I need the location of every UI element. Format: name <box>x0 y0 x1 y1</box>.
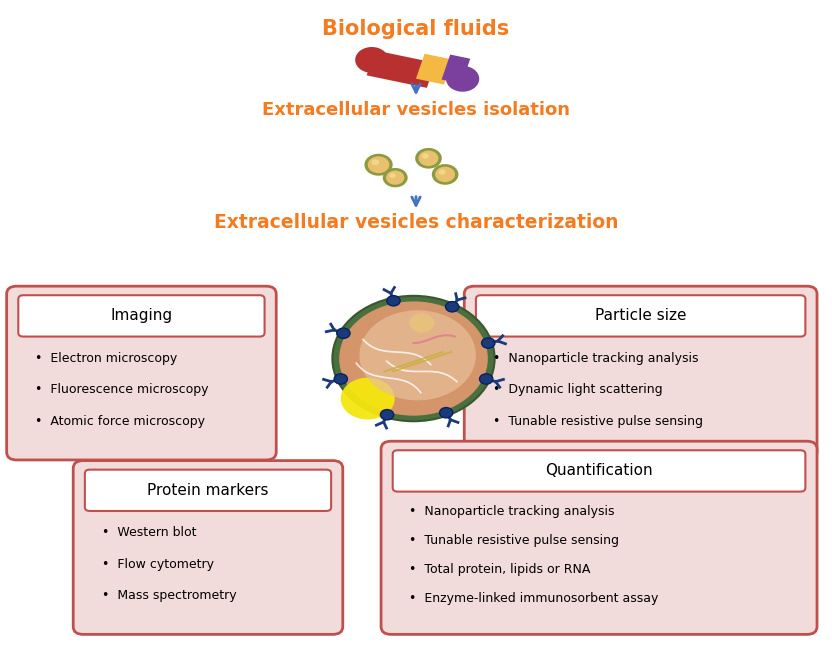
Text: •  Nanoparticle tracking analysis: • Nanoparticle tracking analysis <box>493 351 698 364</box>
Circle shape <box>438 169 446 175</box>
Circle shape <box>334 374 348 384</box>
Text: •  Dynamic light scattering: • Dynamic light scattering <box>493 383 662 396</box>
Circle shape <box>387 296 400 306</box>
Circle shape <box>383 168 408 187</box>
Text: •  Western blot: • Western blot <box>102 526 196 539</box>
Ellipse shape <box>338 300 489 417</box>
Text: •  Enzyme-linked immunosorbent assay: • Enzyme-linked immunosorbent assay <box>409 592 659 605</box>
FancyBboxPatch shape <box>18 295 265 337</box>
Ellipse shape <box>359 310 476 401</box>
Circle shape <box>372 160 379 165</box>
FancyBboxPatch shape <box>476 295 805 337</box>
FancyBboxPatch shape <box>381 441 817 634</box>
Text: Particle size: Particle size <box>595 308 686 324</box>
Circle shape <box>415 148 442 169</box>
FancyBboxPatch shape <box>73 461 343 634</box>
Text: •  Tunable resistive pulse sensing: • Tunable resistive pulse sensing <box>409 534 619 547</box>
Circle shape <box>386 171 404 185</box>
FancyBboxPatch shape <box>464 286 817 460</box>
Circle shape <box>422 153 429 159</box>
Text: Quantification: Quantification <box>545 463 653 479</box>
Text: Imaging: Imaging <box>111 308 172 324</box>
Text: Extracellular vesicles isolation: Extracellular vesicles isolation <box>262 101 570 119</box>
Text: •  Flow cytometry: • Flow cytometry <box>102 557 214 570</box>
Circle shape <box>389 173 396 178</box>
Text: •  Tunable resistive pulse sensing: • Tunable resistive pulse sensing <box>493 415 702 428</box>
Text: •  Total protein, lipids or RNA: • Total protein, lipids or RNA <box>409 563 591 576</box>
Ellipse shape <box>333 296 494 421</box>
Ellipse shape <box>341 378 395 419</box>
Circle shape <box>418 151 438 166</box>
Polygon shape <box>367 50 435 88</box>
Polygon shape <box>416 54 453 85</box>
Text: •  Electron microscopy: • Electron microscopy <box>35 351 177 364</box>
Circle shape <box>435 167 455 182</box>
Ellipse shape <box>409 313 434 333</box>
Polygon shape <box>442 54 470 84</box>
FancyBboxPatch shape <box>7 286 276 460</box>
Text: •  Mass spectrometry: • Mass spectrometry <box>102 589 236 602</box>
Circle shape <box>364 154 393 176</box>
Circle shape <box>368 156 389 173</box>
Circle shape <box>446 66 479 92</box>
Circle shape <box>432 164 458 185</box>
Circle shape <box>446 302 459 312</box>
Circle shape <box>355 47 389 73</box>
Text: •  Nanoparticle tracking analysis: • Nanoparticle tracking analysis <box>409 505 615 518</box>
Text: Biological fluids: Biological fluids <box>322 19 510 39</box>
Text: Protein markers: Protein markers <box>147 483 269 498</box>
Text: •  Atomic force microscopy: • Atomic force microscopy <box>35 415 205 428</box>
Circle shape <box>380 410 394 420</box>
Circle shape <box>479 374 493 384</box>
Text: Extracellular vesicles characterization: Extracellular vesicles characterization <box>214 213 618 233</box>
Circle shape <box>482 338 495 348</box>
FancyBboxPatch shape <box>393 450 805 492</box>
Circle shape <box>439 408 453 418</box>
Text: •  Fluorescence microscopy: • Fluorescence microscopy <box>35 383 209 396</box>
FancyBboxPatch shape <box>85 470 331 511</box>
Circle shape <box>337 328 350 339</box>
